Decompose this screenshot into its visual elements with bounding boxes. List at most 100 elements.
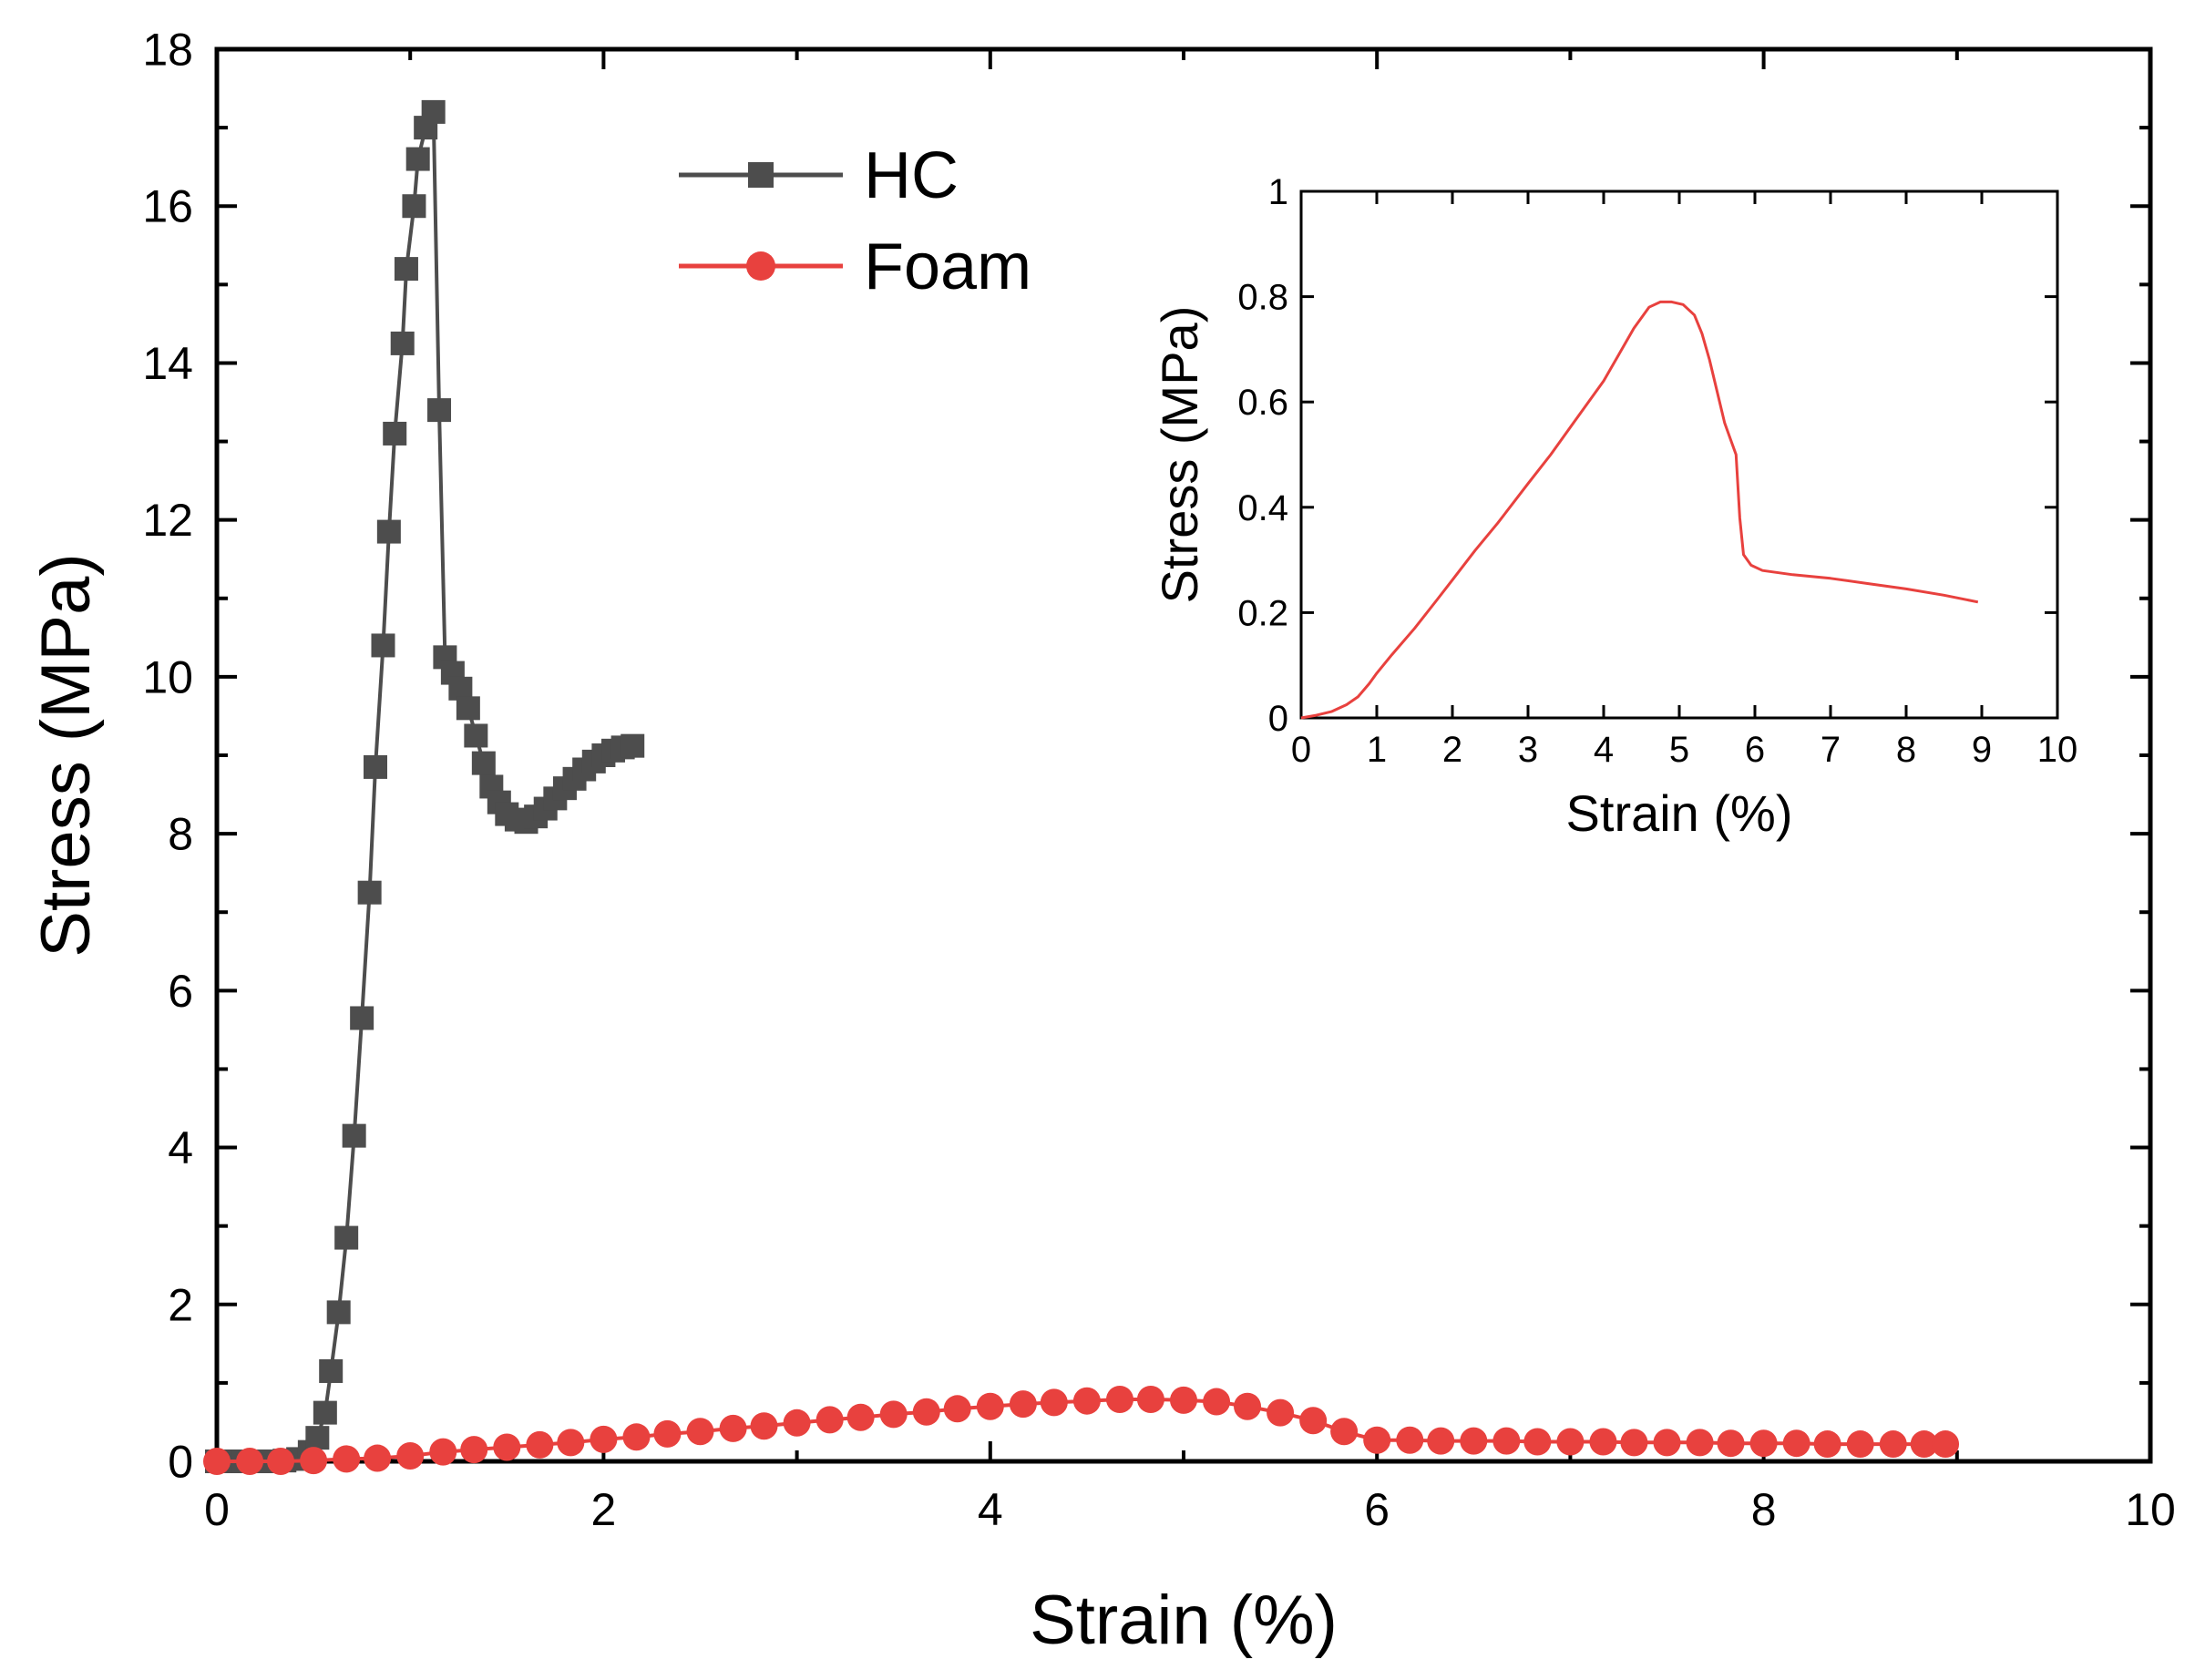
main-y-tick-label: 0 <box>168 1437 193 1488</box>
main-foam-data-point <box>364 1444 392 1472</box>
main-foam-data-point <box>1299 1407 1328 1435</box>
main-foam-data-point <box>943 1395 971 1423</box>
main-hc-data-point <box>371 633 395 658</box>
inset-plot: 0 1 2 3 4 5 6 7 8 9 10 0 0.2 0.4 0.6 0.8 1 Strain (%) Stre… <box>1151 172 2077 842</box>
main-x-tick-label: 4 <box>978 1484 1003 1535</box>
main-hc-data-point <box>405 147 430 171</box>
main-y-tick-label: 14 <box>142 338 193 389</box>
main-foam-data-point <box>815 1406 844 1434</box>
inset-x-tick-label: 9 <box>1972 730 1992 770</box>
inset-y-tick-label: 1 <box>1268 172 1288 212</box>
main-y-tick-label: 12 <box>142 495 193 546</box>
main-hc-data-point <box>621 733 645 758</box>
inset-x-tick-label: 0 <box>1291 730 1311 770</box>
inset-y-axis-title: Stress (MPa) <box>1151 306 1208 604</box>
main-foam-data-point <box>1136 1385 1164 1413</box>
legend-hc-label: HC <box>864 139 959 212</box>
inset-y-tick-label: 0.2 <box>1237 593 1288 633</box>
main-foam-data-point <box>1072 1387 1101 1415</box>
main-foam-data-point <box>1879 1430 1907 1459</box>
main-hc-data-point <box>376 519 401 544</box>
legend: HC Foam <box>679 139 1031 303</box>
main-foam-data-point <box>1589 1428 1617 1456</box>
main-foam-data-point <box>590 1425 618 1453</box>
inset-x-tick-label: 5 <box>1669 730 1689 770</box>
main-foam-data-point <box>1620 1429 1648 1457</box>
main-hc-data-point <box>313 1400 337 1425</box>
main-hc-data-point <box>383 421 407 446</box>
inset-x-tick-label: 7 <box>1821 730 1841 770</box>
main-hc-data-point <box>357 880 382 905</box>
main-foam-data-point <box>719 1414 747 1442</box>
main-hc-data-point <box>421 99 446 124</box>
main-hc-data-point <box>326 1300 351 1325</box>
inset-y-tick-label: 0.6 <box>1237 383 1288 423</box>
main-foam-data-point <box>1009 1390 1037 1419</box>
main-hc-data-point <box>364 754 388 779</box>
main-foam-data-point <box>1427 1427 1455 1455</box>
main-hc-data-point <box>305 1426 330 1450</box>
main-foam-data-point <box>1556 1428 1585 1456</box>
main-foam-data-point <box>1396 1426 1424 1454</box>
main-foam-data-point <box>267 1448 295 1475</box>
main-foam-data-point <box>750 1412 778 1440</box>
main-hc-data-point <box>402 194 426 219</box>
main-hc-data-point <box>471 751 496 775</box>
main-foam-data-point <box>1846 1430 1874 1459</box>
main-hc-data-point <box>390 331 415 355</box>
main-foam-data-point <box>333 1445 361 1473</box>
main-foam-data-point <box>976 1392 1004 1420</box>
main-foam-data-point <box>1170 1386 1197 1414</box>
main-foam-data-point <box>1040 1388 1068 1417</box>
main-foam-data-point <box>1523 1428 1552 1456</box>
main-foam-data-point <box>557 1429 585 1457</box>
main-foam-data-point <box>1203 1388 1231 1416</box>
main-foam-data-point <box>493 1433 521 1461</box>
main-foam-data-point <box>1813 1430 1841 1459</box>
main-x-tick-label: 2 <box>590 1484 616 1535</box>
main-hc-data-point <box>456 696 480 721</box>
main-y-tick-label: 6 <box>168 966 193 1017</box>
main-foam-data-point <box>396 1441 425 1470</box>
inset-x-tick-label: 6 <box>1745 730 1765 770</box>
inset-x-tick-label: 8 <box>1896 730 1916 770</box>
main-foam-data-point <box>1330 1418 1359 1446</box>
main-foam-data-point <box>300 1447 328 1475</box>
main-hc-data-point <box>319 1358 344 1383</box>
main-y-axis-title: Stress (MPa) <box>27 553 105 957</box>
main-foam-data-point <box>1717 1429 1745 1458</box>
main-hc-data-point <box>394 257 418 282</box>
main-foam-data-point <box>686 1418 714 1446</box>
main-foam-data-point <box>526 1430 554 1459</box>
main-hc-data-point <box>350 1006 374 1030</box>
inset-x-tick-label: 1 <box>1367 730 1387 770</box>
main-foam-data-point <box>912 1398 940 1426</box>
main-foam-data-point <box>622 1423 651 1451</box>
main-y-tick-label: 4 <box>168 1122 193 1173</box>
main-foam-data-point <box>1105 1385 1133 1413</box>
main-foam-data-point <box>1492 1427 1521 1455</box>
legend-foam-label: Foam <box>864 230 1031 303</box>
main-hc-data-point <box>464 723 488 748</box>
main-foam-data-point <box>1653 1429 1681 1457</box>
main-foam-data-point <box>783 1409 811 1437</box>
inset-x-tick-label: 3 <box>1518 730 1538 770</box>
main-foam-data-point <box>879 1400 908 1429</box>
main-x-tick-label: 10 <box>2125 1484 2176 1535</box>
main-hc-data-point <box>427 398 452 423</box>
main-y-tick-label: 16 <box>142 181 193 232</box>
main-x-tick-label: 0 <box>204 1484 230 1535</box>
main-foam-data-point <box>429 1438 457 1466</box>
legend-hc-marker <box>748 162 774 188</box>
legend-foam-marker <box>746 251 775 281</box>
inset-x-tick-label: 10 <box>2037 730 2078 770</box>
main-y-tick-label: 18 <box>142 25 193 76</box>
main-foam-data-point <box>460 1436 488 1464</box>
main-hc-data-point <box>342 1123 366 1148</box>
main-y-tick-label: 8 <box>168 809 193 860</box>
inset-x-tick-label: 2 <box>1442 730 1462 770</box>
main-foam-data-point <box>1910 1430 1938 1459</box>
main-y-tick-label: 10 <box>142 651 193 702</box>
